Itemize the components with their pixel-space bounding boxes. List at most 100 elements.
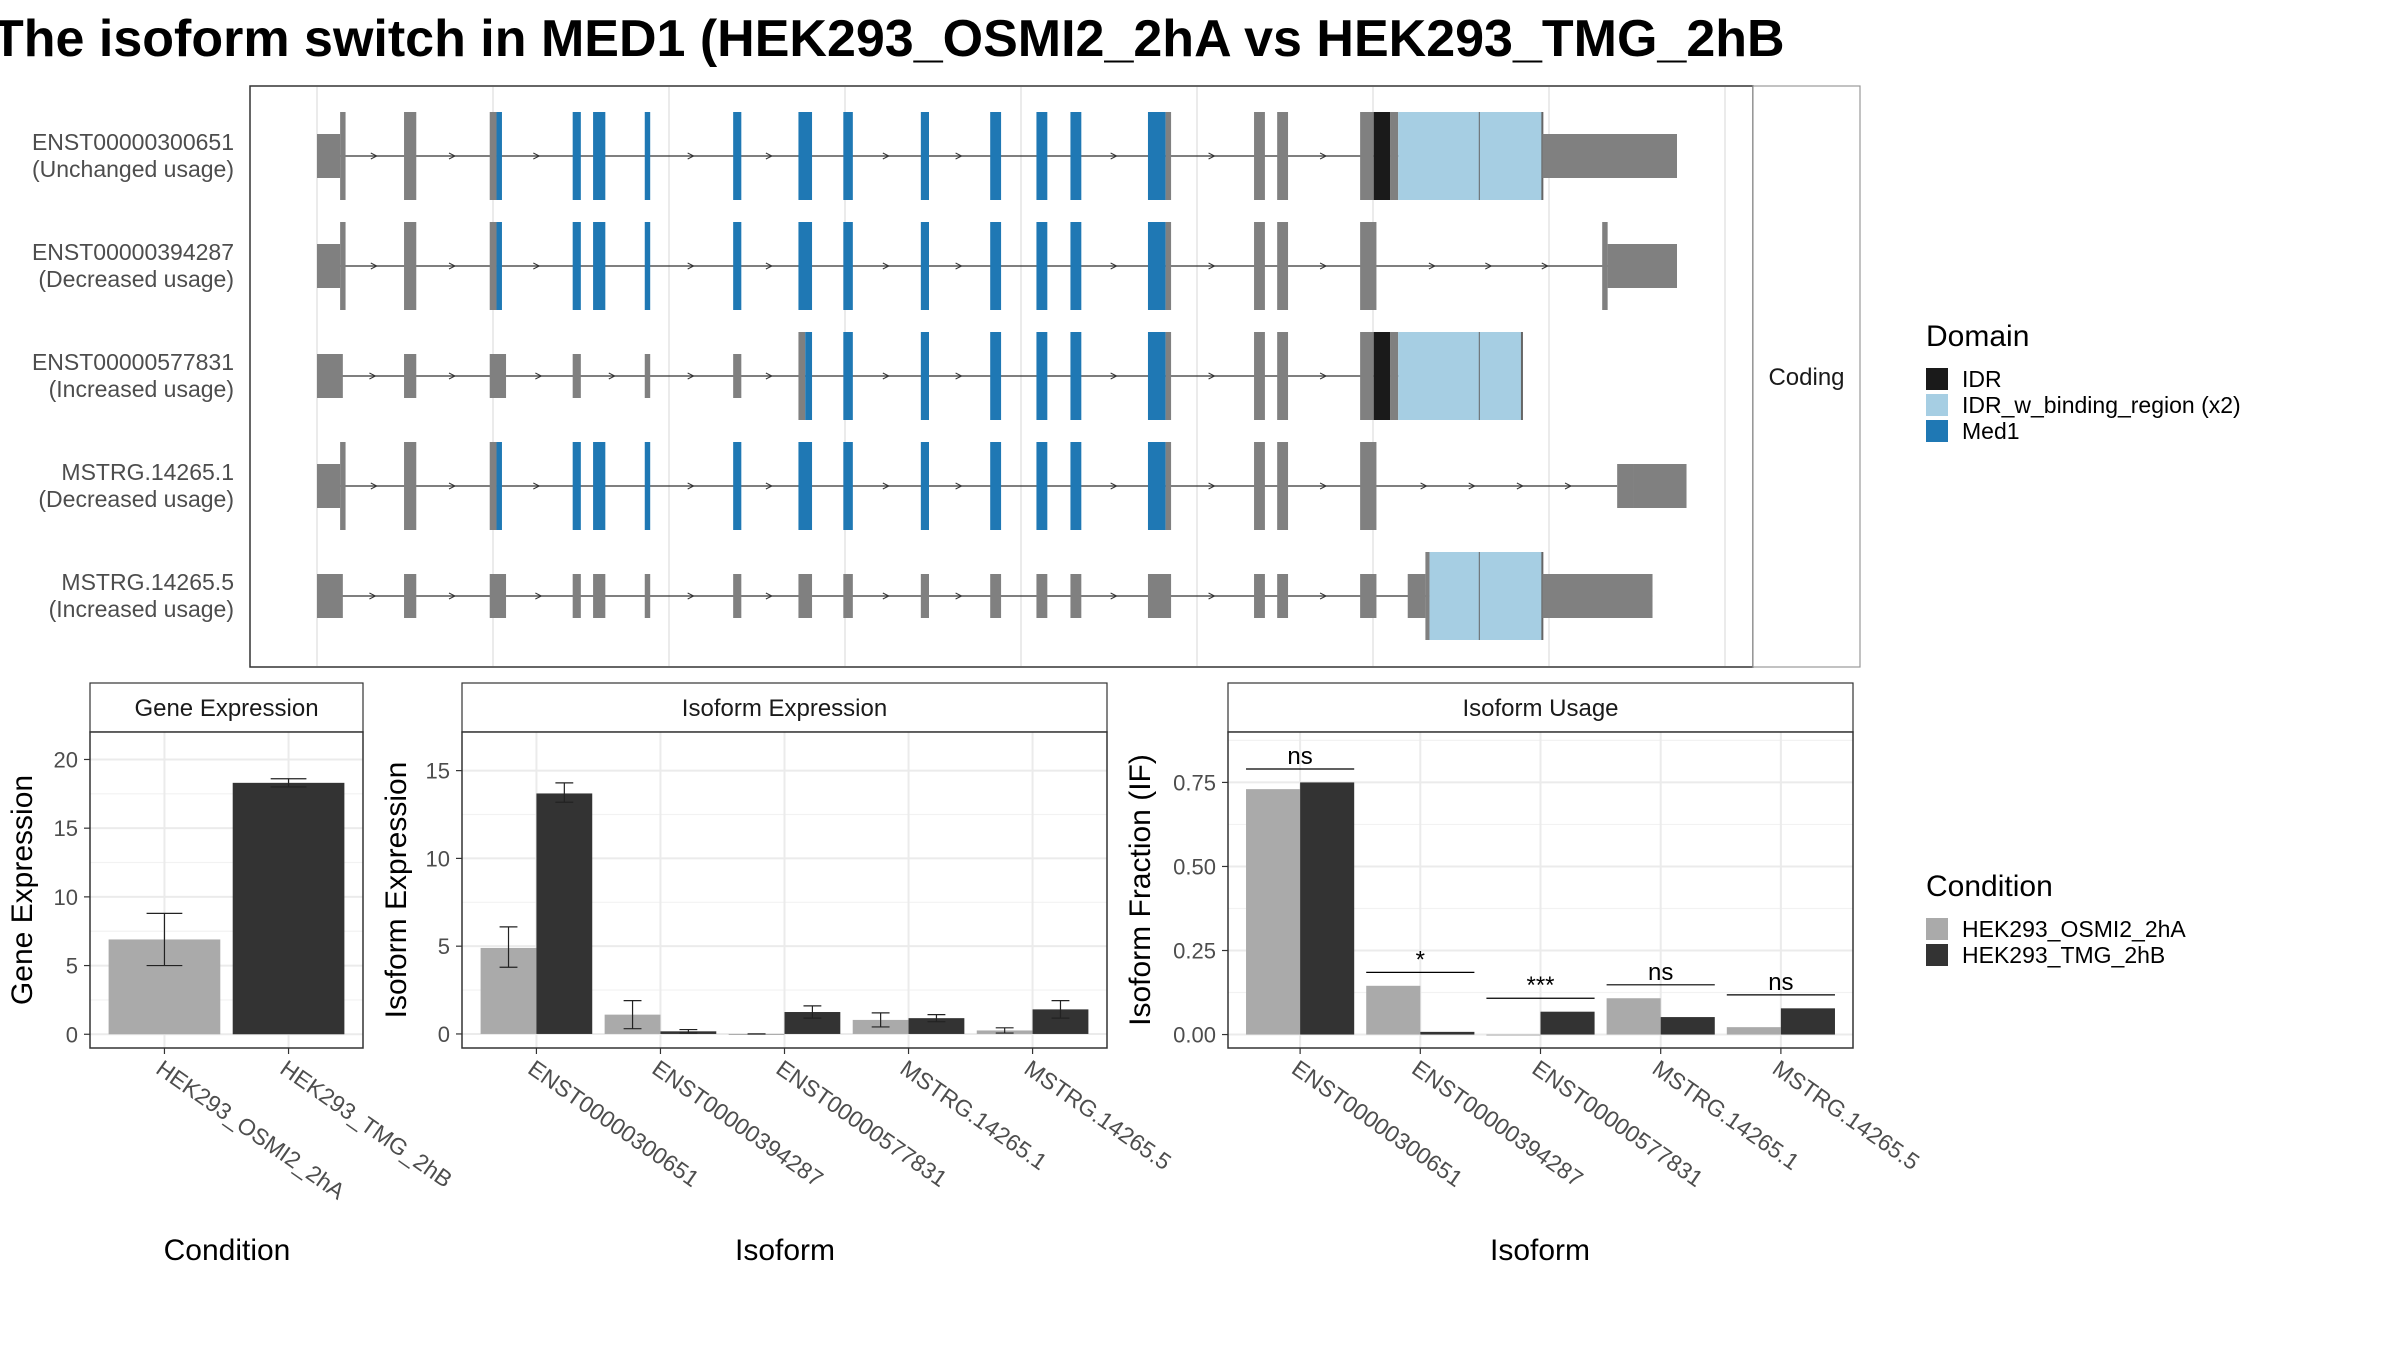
exon-utr <box>990 574 1002 618</box>
y-tick-label: 5 <box>438 934 450 959</box>
exon-utr <box>644 574 651 618</box>
y-tick-label: 5 <box>66 954 78 979</box>
panel-strip <box>89 682 364 733</box>
domain-legend-key <box>1926 420 1948 442</box>
exon-cds <box>1277 112 1289 200</box>
intron-arrow <box>955 152 963 160</box>
y-tick-label: 0.75 <box>1173 770 1216 795</box>
exon-Med1 <box>920 442 929 530</box>
intron-arrow <box>1208 372 1216 380</box>
bar <box>908 1018 965 1034</box>
exon-cds <box>1277 222 1289 310</box>
exon-utr <box>1617 464 1634 508</box>
intron-arrow <box>882 262 890 270</box>
exon-utr <box>1360 574 1377 618</box>
intron-arrow <box>448 592 457 600</box>
exon-utr <box>843 574 853 618</box>
structure-strip <box>1752 85 1861 668</box>
y-tick-label: 15 <box>54 816 78 841</box>
exon-cds <box>1165 112 1172 200</box>
bar <box>1300 782 1355 1035</box>
exon-Med1 <box>920 112 929 200</box>
intron-arrow <box>1319 372 1328 380</box>
intron-arrow <box>1319 152 1328 160</box>
domain-legend-title: Domain <box>1926 320 2029 353</box>
transcript-id-label: ENST00000300651 <box>32 129 234 155</box>
exon-utr <box>1147 574 1172 618</box>
exon-IDR <box>1373 112 1391 200</box>
exon-Med1 <box>1070 112 1082 200</box>
intron-arrow <box>1110 592 1118 600</box>
exon-utr <box>404 354 417 398</box>
y-axis-title: Gene Expression <box>6 775 39 1005</box>
isoform-expression-chart: Isoform Expression051015ENST00000300651E… <box>380 682 1176 1267</box>
intron-arrow <box>1110 152 1118 160</box>
exon-cds <box>340 222 346 310</box>
exon-cds <box>340 442 346 530</box>
exon-utr <box>1542 134 1677 178</box>
exon-cds <box>1360 222 1377 310</box>
exon-cds <box>1425 552 1430 640</box>
significance-label: ns <box>1768 969 1793 996</box>
exon-cds <box>404 442 417 530</box>
exon-Med1 <box>644 112 651 200</box>
intron-arrow <box>1468 482 1476 490</box>
exon-utr <box>733 354 742 398</box>
bar <box>784 1012 841 1034</box>
exon-Med1 <box>1147 112 1166 200</box>
exon-utr <box>404 574 417 618</box>
exon-Med1 <box>644 442 651 530</box>
domain-legend-label: IDR_w_binding_region (x2) <box>1962 392 2241 418</box>
exon-cds <box>1360 442 1377 530</box>
exon-cds <box>1254 222 1265 310</box>
exon-Med1 <box>920 332 929 420</box>
exon-cds <box>1390 332 1399 420</box>
exon-Med1 <box>733 442 742 530</box>
exon-utr <box>733 574 742 618</box>
intron-arrow <box>608 372 616 380</box>
exon-cds <box>798 332 806 420</box>
intron-arrow <box>955 262 963 270</box>
exon-utr <box>317 574 343 618</box>
exon-Med1 <box>1036 112 1048 200</box>
condition-legend-key <box>1926 918 1948 940</box>
intron-arrow <box>1319 482 1328 490</box>
exon-utr <box>317 244 341 288</box>
intron-arrow <box>448 372 457 380</box>
transcript-id-label: MSTRG.14265.5 <box>61 569 234 595</box>
intron-arrow <box>448 262 457 270</box>
exon-utr <box>593 574 606 618</box>
exon-cds <box>340 112 346 200</box>
intron-arrow <box>370 262 378 270</box>
y-axis-title: Isoform Expression <box>380 762 413 1019</box>
exon-utr <box>572 354 581 398</box>
exon-Med1 <box>798 442 813 530</box>
exon-cds <box>404 112 417 200</box>
exon-Med1 <box>593 442 606 530</box>
domain-legend-label: Med1 <box>1962 418 2020 444</box>
intron-arrow <box>687 372 695 380</box>
exon-Med1 <box>733 112 742 200</box>
panel-strip <box>1227 682 1854 733</box>
exon-Med1 <box>990 112 1002 200</box>
exon-Med1 <box>843 332 853 420</box>
exon-Med1 <box>496 222 502 310</box>
transcript-structure-panel: Coding ENST00000300651(Unchanged usage) EN… <box>32 85 1861 668</box>
exon-utr <box>489 574 507 618</box>
exon-Med1 <box>593 112 606 200</box>
intron-arrow <box>765 262 773 270</box>
intron-arrow <box>765 482 773 490</box>
exon-Med1 <box>1036 332 1048 420</box>
condition-legend-label: HEK293_TMG_2hB <box>1962 942 2165 968</box>
exon-utr <box>1607 244 1677 288</box>
significance-label: *** <box>1526 972 1554 999</box>
transcript-usage-label: (Decreased usage) <box>38 486 234 512</box>
y-tick-label: 10 <box>54 885 78 910</box>
exon-cds <box>404 222 417 310</box>
intron-arrow <box>687 152 695 160</box>
domain-legend-key <box>1926 368 1948 390</box>
intron-arrow <box>1428 262 1436 270</box>
intron-arrow <box>1516 482 1524 490</box>
plot-border <box>89 731 364 1049</box>
